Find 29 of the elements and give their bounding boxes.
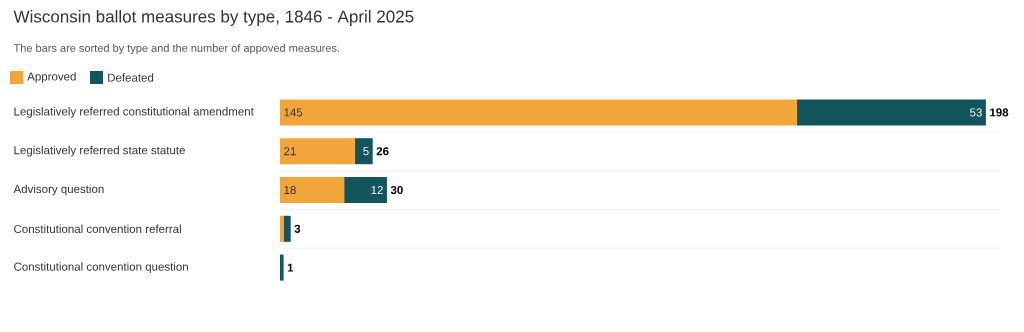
data-label: 53 xyxy=(970,108,982,117)
total-label: 1 xyxy=(287,263,294,272)
total-label: 26 xyxy=(376,147,389,156)
y-tick-label: Legislatively referred constitutional amendment xyxy=(14,107,254,118)
y-tick-label: Advisory question xyxy=(13,184,104,196)
bar xyxy=(280,177,345,203)
data-label: 18 xyxy=(284,185,296,195)
bar xyxy=(280,138,355,165)
bar xyxy=(280,254,284,281)
bar xyxy=(344,177,387,203)
y-tick-label: Constitutional convention question xyxy=(14,262,188,273)
y-tick-label: Constitutional convention referral xyxy=(14,224,181,234)
total-label: 30 xyxy=(390,185,403,195)
data-label: 145 xyxy=(284,108,303,117)
text: The bars are sorted by type and the number of appoved measures. xyxy=(13,43,340,55)
bar xyxy=(283,215,291,242)
chart-title: Wisconsin ballot measures by type, 1846 - April 2025 xyxy=(13,10,414,26)
legend-label: Approved xyxy=(27,72,76,83)
data-label: 12 xyxy=(371,185,383,195)
total-label: 3 xyxy=(294,224,301,233)
total-label: 198 xyxy=(990,108,1009,117)
y-tick-label: Legislatively referred state statute xyxy=(14,145,185,157)
bar xyxy=(280,215,284,242)
bar xyxy=(280,99,797,126)
data-label: 21 xyxy=(284,147,296,156)
legend-label: Defeated xyxy=(108,73,154,82)
bar xyxy=(796,99,986,126)
data-label: 5 xyxy=(363,147,369,156)
bar xyxy=(354,138,373,165)
